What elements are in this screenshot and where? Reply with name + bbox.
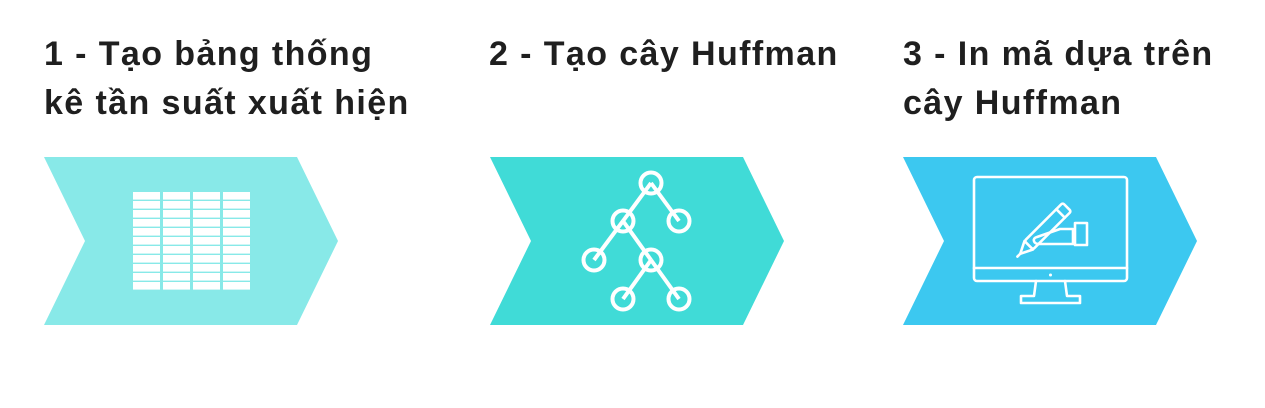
step-2-title: 2 - Tạo cây Huffman [489, 30, 839, 79]
table-cell [193, 219, 220, 227]
table-grid-icon [133, 192, 250, 290]
tree-node [610, 286, 636, 312]
step-2-chevron-arrow [490, 157, 784, 325]
step-1-chevron-shape [44, 157, 338, 325]
tree-node [638, 247, 664, 273]
step-1-title-line-1: 1 - Tạo bảng thống [44, 35, 374, 73]
table-cell [163, 210, 190, 218]
table-cell [223, 237, 250, 245]
table-cell [223, 282, 250, 290]
table-cell [223, 228, 250, 236]
table-cell [163, 255, 190, 263]
table-cell [163, 201, 190, 209]
table-cell [223, 246, 250, 254]
tree-diagram-icon [581, 170, 692, 312]
table-cell [223, 201, 250, 209]
step-3-chevron-arrow [903, 157, 1197, 325]
table-cell [223, 264, 250, 272]
table-cell [133, 246, 160, 254]
table-cell [193, 210, 220, 218]
tree-node [666, 286, 692, 312]
table-cell [163, 282, 190, 290]
step-2-title-line-1: 2 - Tạo cây Huffman [489, 35, 839, 73]
hand-icon [1032, 227, 1075, 246]
table-cell [133, 210, 160, 218]
step-1-chevron-arrow [44, 157, 338, 325]
step-3-chevron-shape [903, 157, 1197, 325]
table-cell [163, 237, 190, 245]
table-cell [163, 228, 190, 236]
table-cell [193, 282, 220, 290]
table-cell [163, 273, 190, 281]
table-cell [163, 246, 190, 254]
monitor-screen [972, 175, 1129, 283]
table-cell [193, 273, 220, 281]
table-cell [193, 246, 220, 254]
table-cell [223, 255, 250, 263]
tree-node [638, 170, 664, 196]
table-cell [193, 255, 220, 263]
step-3-title-line-2: cây Huffman [903, 84, 1123, 122]
table-cell [133, 264, 160, 272]
table-cell [133, 219, 160, 227]
table-cell [163, 192, 190, 200]
table-cell [133, 273, 160, 281]
tree-node [581, 247, 607, 273]
table-cell [193, 264, 220, 272]
table-cell [193, 228, 220, 236]
table-cell [223, 219, 250, 227]
table-cell [133, 228, 160, 236]
table-cell [133, 192, 160, 200]
step-1-title-line-2: kê tần suất xuất hiện [44, 84, 410, 122]
step-1-title: 1 - Tạo bảng thống kê tần suất xuất hiện [44, 30, 410, 128]
tree-node [610, 208, 636, 234]
step-3-title: 3 - In mã dựa trên cây Huffman [903, 30, 1214, 128]
table-cell [163, 219, 190, 227]
table-cell [223, 192, 250, 200]
table-cell [133, 282, 160, 290]
table-cell [163, 264, 190, 272]
table-cell [223, 210, 250, 218]
step-3-title-line-1: 3 - In mã dựa trên [903, 35, 1214, 73]
table-cell [193, 237, 220, 245]
table-cell [133, 237, 160, 245]
table-cell [133, 255, 160, 263]
table-cell [223, 273, 250, 281]
tree-node [666, 208, 692, 234]
table-cell [133, 201, 160, 209]
table-cell [193, 201, 220, 209]
table-cell [193, 192, 220, 200]
monitor-pen-icon [972, 175, 1129, 305]
